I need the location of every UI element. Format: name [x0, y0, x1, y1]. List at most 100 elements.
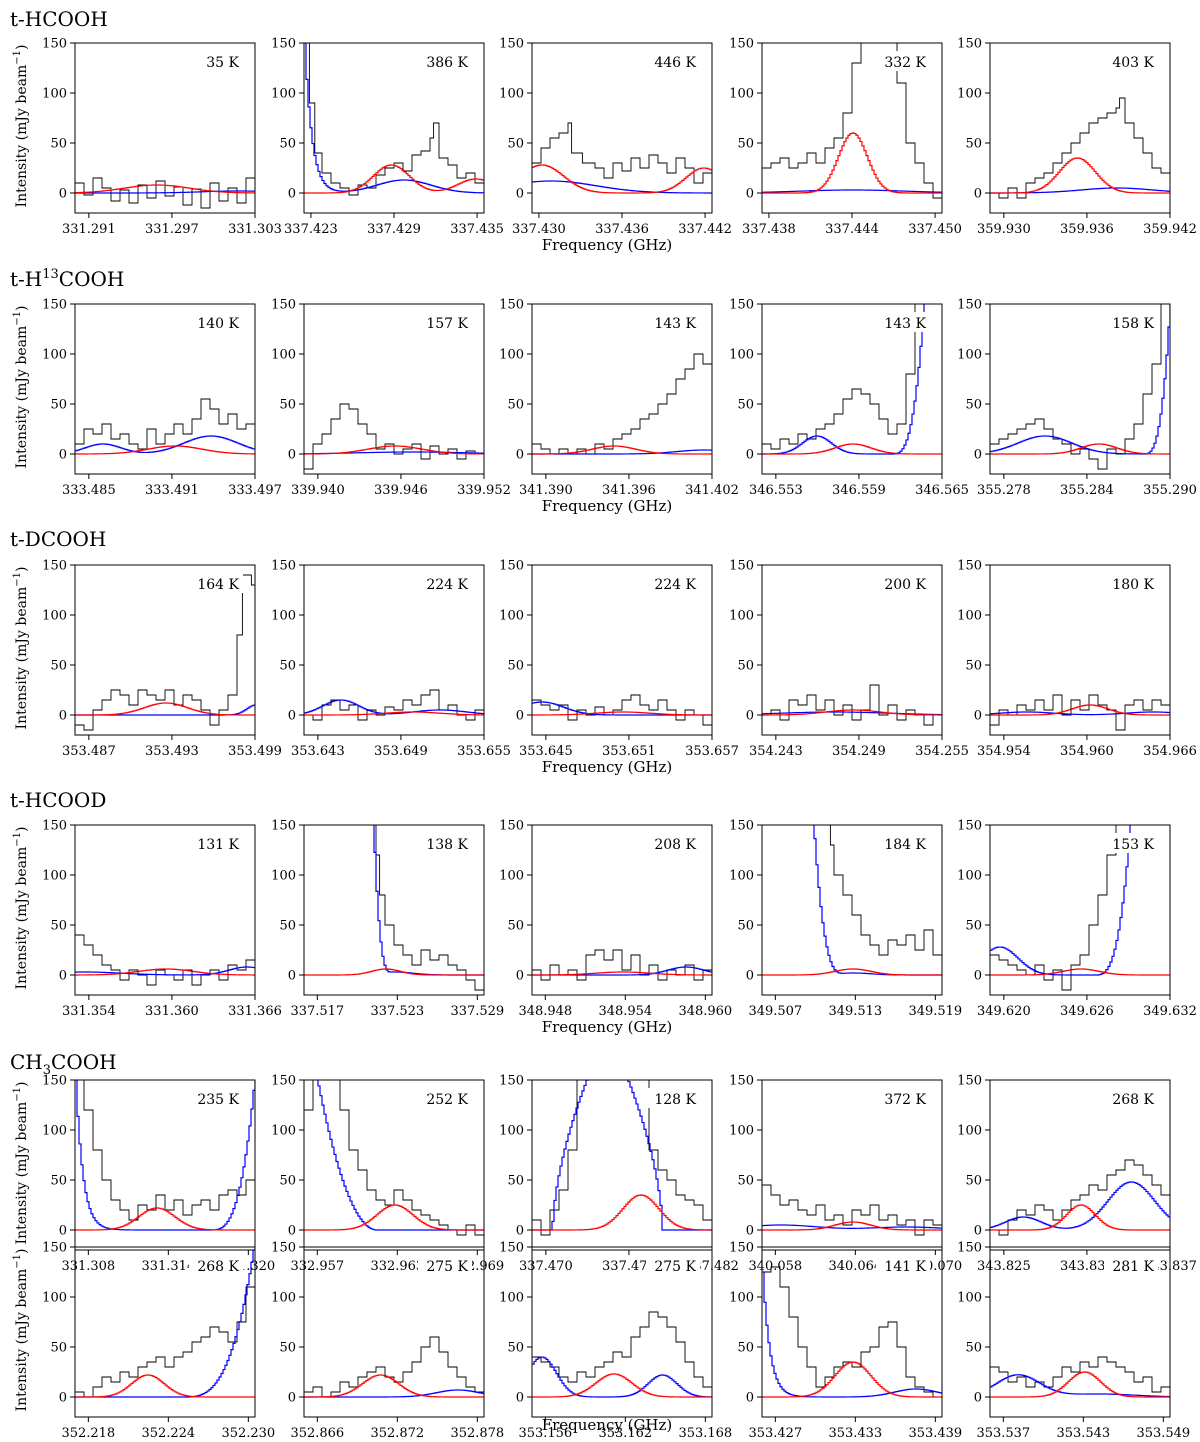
y-tick-label: 0	[746, 187, 754, 202]
y-tick-label: 150	[957, 298, 982, 313]
x-tick-label: 354.249	[832, 744, 886, 759]
y-axis-label: Intensity (mJy beam−1)	[12, 306, 30, 469]
temperature-label-bg	[1104, 51, 1158, 71]
x-tick-label: 359.936	[1060, 222, 1114, 237]
observed-spectrum	[304, 1336, 484, 1398]
observed-spectrum	[75, 163, 255, 209]
y-tick-label: 50	[507, 659, 524, 674]
red-model-line	[532, 164, 712, 194]
x-tick-label: 353.499	[228, 744, 282, 759]
x-tick-label: 343.831	[1060, 1259, 1114, 1274]
blue-model-line	[990, 1181, 1170, 1229]
blue-model-line	[762, 1271, 942, 1398]
panel-frame	[989, 1246, 1171, 1418]
y-tick-label: 50	[507, 137, 524, 152]
y-tick-label: 50	[507, 398, 524, 413]
temperature-label-bg	[876, 312, 930, 332]
x-tick-label: 340.064	[828, 1259, 882, 1274]
spectrum-panel: 0 50 100 150 331.354 331.360 331.366 131 K	[42, 819, 282, 1020]
panel-frame	[531, 1246, 713, 1418]
y-tick-label: 0	[59, 1224, 67, 1239]
x-tick-label: 349.513	[828, 1004, 882, 1019]
temperature-label-bg	[876, 1088, 930, 1108]
y-tick-label: 100	[499, 87, 524, 102]
observed-spectrum	[532, 1311, 712, 1392]
panel-plot-area	[532, 949, 712, 981]
panel-frame	[74, 1246, 256, 1418]
x-tick-label: 332.963	[370, 1259, 424, 1274]
temperature-label-bg	[1104, 1255, 1158, 1275]
observed-spectrum	[372, 825, 484, 991]
y-tick-label: 50	[507, 1174, 524, 1189]
x-tick-label: 359.930	[977, 222, 1031, 237]
temperature-label: 153 K	[1112, 837, 1154, 853]
y-tick-label: 0	[746, 1391, 754, 1406]
y-tick-label: 100	[271, 87, 296, 102]
observed-spectrum	[990, 304, 1170, 470]
y-axis-label-close: )	[14, 45, 30, 50]
spectrum-panel: 0 50 100 150 353.537 353.543 353.549 281 K	[957, 1241, 1190, 1442]
temperature-label: 268 K	[197, 1259, 239, 1275]
x-tick-label: 331.366	[228, 1004, 282, 1019]
y-tick-label: 0	[516, 187, 524, 202]
temperature-label: 224 K	[654, 577, 696, 593]
y-tick-label: 50	[50, 137, 67, 152]
panel-frame	[761, 1079, 943, 1251]
y-tick-label: 150	[957, 819, 982, 834]
y-tick-label: 0	[974, 448, 982, 463]
x-tick-label: 354.966	[1143, 744, 1197, 759]
temperature-label: 403 K	[1112, 55, 1154, 71]
panel-frame	[761, 824, 943, 996]
temperature-label-bg	[646, 51, 700, 71]
y-tick-label: 100	[271, 869, 296, 884]
y-tick-label: 100	[42, 1124, 67, 1139]
x-tick-label: 337.430	[512, 222, 566, 237]
temperature-label: 140 K	[197, 316, 239, 332]
y-tick-label: 150	[42, 1074, 67, 1089]
blue-model-line	[990, 711, 1170, 716]
red-model-line	[304, 711, 484, 716]
spectrum-panel: 0 50 100 150 355.278 355.284 355.290 158 K	[957, 298, 1197, 499]
red-model-line	[532, 445, 712, 455]
temperature-label-bg	[189, 1255, 243, 1275]
temperature-label: 268 K	[1112, 1092, 1154, 1108]
blue-model-line	[762, 1224, 942, 1229]
y-tick-label: 100	[42, 348, 67, 363]
y-tick-label: 100	[957, 1291, 982, 1306]
x-tick-label: 337.436	[595, 222, 649, 237]
temperature-label-bg	[418, 1088, 472, 1108]
panel-frame	[761, 564, 943, 736]
blue-model-line	[532, 701, 712, 716]
y-tick-label: 150	[499, 559, 524, 574]
y-tick-label: 0	[974, 1391, 982, 1406]
temperature-label-bg	[418, 833, 472, 853]
red-model-line	[762, 968, 942, 976]
spectrum-panel: 0 50 100 150 348.948 348.954 348.960 208 K	[499, 819, 732, 1020]
panel-frame	[761, 303, 943, 475]
observed-spectrum	[762, 1266, 942, 1407]
observed-spectrum	[990, 1356, 1170, 1397]
blue-model-line	[532, 449, 712, 455]
x-axis-label: Frequency (GHz)	[542, 1416, 673, 1434]
y-tick-label: 100	[271, 1124, 296, 1139]
panel-frame	[74, 1079, 256, 1251]
temperature-label-bg	[646, 1088, 700, 1108]
x-tick-label: 353.651	[602, 744, 656, 759]
y-tick-label: 0	[59, 448, 67, 463]
panel-plot-area	[762, 1266, 942, 1407]
row-title-rest: COOH	[59, 267, 125, 291]
temperature-label: 275 K	[426, 1259, 468, 1275]
temperature-label-bg	[876, 51, 930, 71]
y-tick-label: 100	[499, 348, 524, 363]
x-tick-label: 331.360	[145, 1004, 199, 1019]
temperature-label-bg	[1104, 573, 1158, 593]
x-tick-label: 331.303	[228, 222, 282, 237]
panel-frame	[303, 303, 485, 475]
blue-model-line	[990, 304, 1170, 455]
observed-spectrum	[75, 934, 255, 986]
observed-spectrum	[762, 43, 942, 199]
y-tick-label: 0	[974, 969, 982, 984]
red-model-line	[990, 1204, 1170, 1231]
observed-spectrum	[762, 684, 942, 726]
x-tick-label: 353.649	[374, 744, 428, 759]
